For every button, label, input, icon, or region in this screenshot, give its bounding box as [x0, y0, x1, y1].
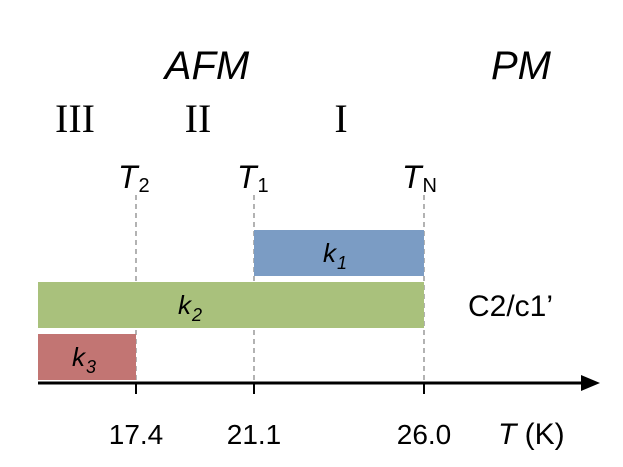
- k1-bar: [254, 230, 424, 276]
- space-group-label: C2/c1’: [468, 290, 553, 323]
- k2-bar: [38, 282, 424, 328]
- afm-phase-label: AFM: [163, 44, 250, 88]
- k3-bar: [38, 334, 136, 380]
- tick-label-17-4: 17.4: [109, 419, 164, 450]
- axis-arrowhead: [581, 375, 600, 391]
- k3-label: k3: [72, 342, 96, 377]
- region-label-iii: III: [55, 96, 95, 141]
- tick-label-26-0: 26.0: [397, 419, 452, 450]
- tick-label-21-1: 21.1: [227, 419, 282, 450]
- pm-phase-label: PM: [491, 44, 552, 88]
- t2-symbol: T2: [118, 159, 150, 197]
- k2-label: k2: [178, 290, 202, 325]
- k1-label: k1: [323, 238, 347, 273]
- region-label-ii: II: [185, 96, 212, 141]
- tn-symbol: TN: [402, 159, 437, 197]
- region-label-i: I: [334, 96, 347, 141]
- t1-symbol: T1: [237, 159, 269, 197]
- axis-title: T (K): [498, 418, 565, 451]
